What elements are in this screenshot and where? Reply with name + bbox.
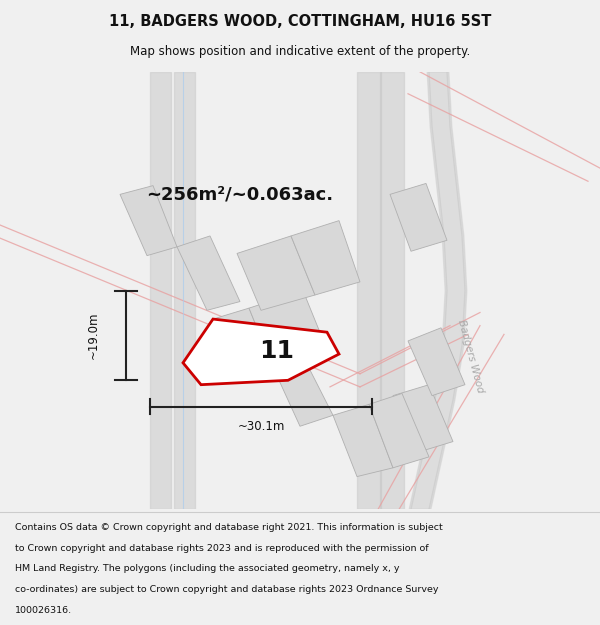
Polygon shape xyxy=(177,236,240,310)
Text: Contains OS data © Crown copyright and database right 2021. This information is : Contains OS data © Crown copyright and d… xyxy=(15,523,443,532)
Text: HM Land Registry. The polygons (including the associated geometry, namely x, y: HM Land Registry. The polygons (includin… xyxy=(15,564,400,573)
Text: 11: 11 xyxy=(259,339,294,363)
Text: to Crown copyright and database rights 2023 and is reproduced with the permissio: to Crown copyright and database rights 2… xyxy=(15,544,428,553)
Polygon shape xyxy=(380,72,404,509)
Polygon shape xyxy=(357,72,381,509)
Polygon shape xyxy=(150,72,171,509)
Text: 100026316.: 100026316. xyxy=(15,606,72,614)
Polygon shape xyxy=(333,404,393,476)
Text: Badgers Wood: Badgers Wood xyxy=(457,318,485,394)
Polygon shape xyxy=(393,384,453,452)
Polygon shape xyxy=(390,184,447,251)
Polygon shape xyxy=(174,72,195,509)
Polygon shape xyxy=(120,186,177,256)
Text: Map shows position and indicative extent of the property.: Map shows position and indicative extent… xyxy=(130,44,470,58)
Polygon shape xyxy=(291,221,360,295)
Polygon shape xyxy=(237,236,315,310)
Polygon shape xyxy=(408,328,465,396)
Polygon shape xyxy=(273,356,333,426)
Text: ~30.1m: ~30.1m xyxy=(238,420,284,432)
Text: co-ordinates) are subject to Crown copyright and database rights 2023 Ordnance S: co-ordinates) are subject to Crown copyr… xyxy=(15,585,439,594)
Polygon shape xyxy=(213,308,273,378)
Text: ~256m²/~0.063ac.: ~256m²/~0.063ac. xyxy=(146,186,334,203)
Polygon shape xyxy=(183,319,339,384)
Polygon shape xyxy=(249,291,327,367)
Text: ~19.0m: ~19.0m xyxy=(86,312,100,359)
Text: 11, BADGERS WOOD, COTTINGHAM, HU16 5ST: 11, BADGERS WOOD, COTTINGHAM, HU16 5ST xyxy=(109,14,491,29)
Polygon shape xyxy=(409,72,467,509)
Polygon shape xyxy=(369,394,429,468)
